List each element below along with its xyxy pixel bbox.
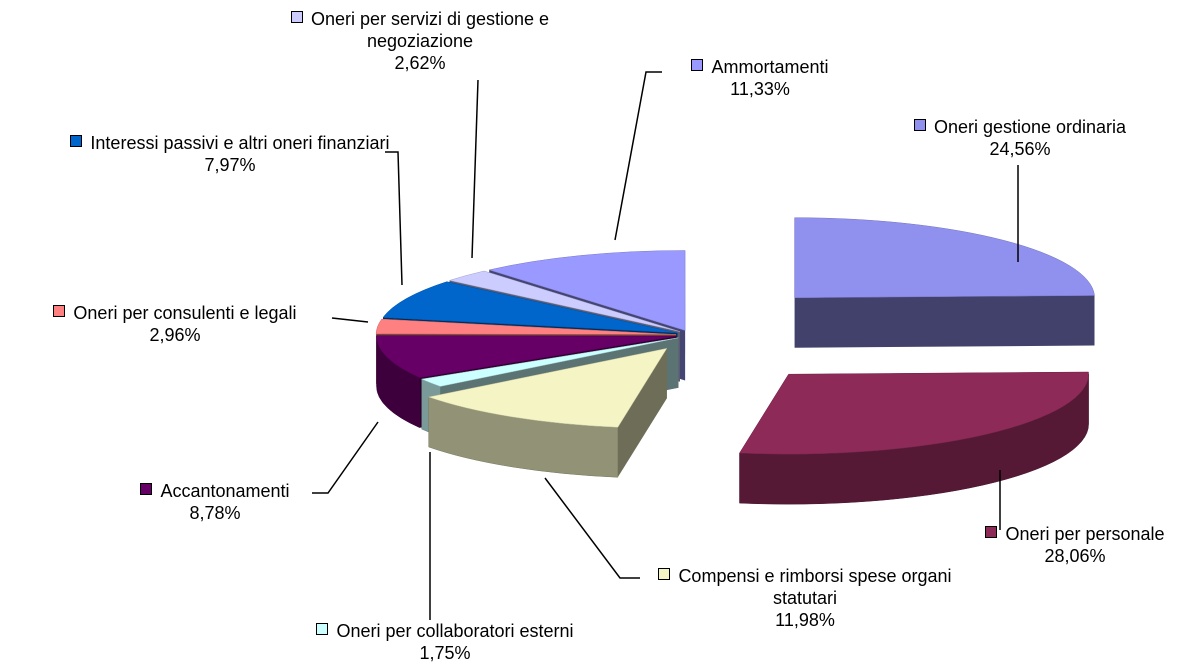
slice-label: Oneri gestione ordinaria 24,56% — [880, 116, 1160, 160]
value-label: 2,62% — [394, 53, 446, 73]
value-label: 24,56% — [989, 139, 1051, 159]
pie-slice — [376, 335, 677, 378]
pie-slice — [794, 217, 1095, 298]
pie-slice — [488, 250, 686, 331]
pie-slice — [448, 270, 681, 332]
pie-slice — [427, 348, 668, 428]
pie-slice — [739, 371, 1089, 455]
legend-swatch — [70, 135, 83, 147]
leader-line — [544, 477, 640, 579]
category-label: Compensi e rimborsi spese organi statuta… — [678, 566, 952, 608]
category-label: Oneri per consulenti e legali — [73, 303, 297, 323]
leader-line — [312, 421, 379, 494]
leader-line — [385, 151, 403, 286]
legend-swatch — [913, 119, 926, 131]
category-label: Oneri per personale — [1005, 524, 1165, 544]
pie-slice — [375, 318, 677, 335]
slice-label: Oneri per personale 28,06% — [955, 523, 1195, 567]
legend-swatch — [658, 568, 671, 580]
leader-line — [614, 71, 662, 241]
legend-swatch — [691, 59, 704, 71]
value-label: 8,78% — [189, 503, 241, 523]
value-label: 11,98% — [775, 610, 835, 630]
slice-label: Oneri per collaboratori esterni 1,75% — [265, 620, 625, 664]
category-label: Ammortamenti — [711, 57, 829, 77]
legend-swatch — [290, 11, 303, 23]
leader-line — [331, 317, 369, 323]
leader-line — [471, 79, 479, 259]
category-label: Accantonamenti — [160, 481, 290, 501]
value-label: 11,33% — [730, 79, 790, 99]
slice-label: Accantonamenti 8,78% — [100, 480, 330, 524]
slice-label: Interessi passivi e altri oneri finanzia… — [60, 132, 400, 176]
slice-label: Oneri per servizi di gestione e negoziaz… — [240, 8, 600, 74]
value-label: 28,06% — [1044, 546, 1106, 566]
category-label: Oneri per collaboratori esterni — [336, 621, 574, 641]
category-label: Interessi passivi e altri oneri finanzia… — [90, 133, 390, 153]
legend-swatch — [140, 483, 153, 495]
value-label: 7,97% — [204, 155, 256, 175]
slice-label: Ammortamenti 11,33% — [650, 56, 870, 100]
legend-swatch — [316, 623, 329, 635]
category-label: Oneri per servizi di gestione e negoziaz… — [310, 9, 550, 51]
value-label: 1,75% — [419, 643, 471, 663]
legend-swatch — [53, 305, 66, 317]
value-label: 2,96% — [149, 325, 201, 345]
slice-label: Compensi e rimborsi spese organi statuta… — [645, 565, 965, 631]
pie-slice — [382, 281, 678, 334]
legend-swatch — [985, 526, 998, 538]
slice-wall — [794, 295, 1095, 348]
pie-slice — [420, 337, 679, 387]
category-label: Oneri gestione ordinaria — [933, 117, 1127, 137]
slice-label: Oneri per consulenti e legali 2,96% — [5, 302, 345, 346]
